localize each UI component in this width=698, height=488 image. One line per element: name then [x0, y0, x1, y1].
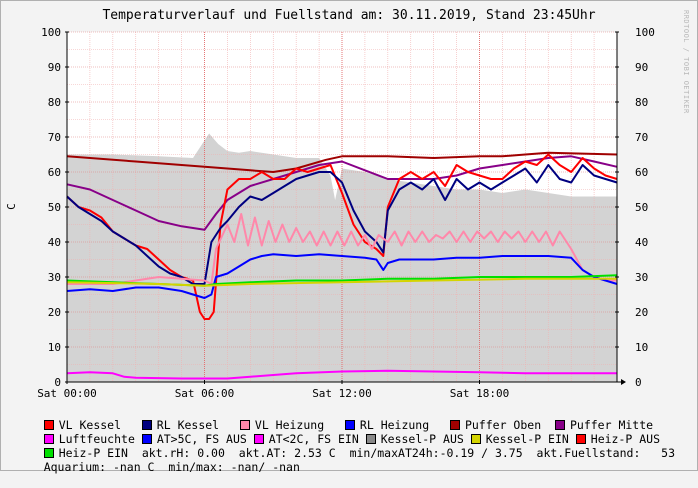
legend-item: Kessel-P AUS [365, 432, 464, 446]
legend-item: RL Heizung [344, 418, 429, 432]
stat-at: akt.AT: 2.53 C [238, 446, 336, 460]
stat-minmax: min/maxAT24h:-0.19 / 3.75 [349, 446, 523, 460]
legend-swatch [43, 420, 54, 430]
series-line-vl-heizung [67, 213, 617, 285]
y-tick-label-right: 90 [635, 61, 648, 74]
y-tick-label-right: 20 [635, 306, 648, 319]
legend-swatch [239, 420, 250, 430]
legend-swatch [470, 434, 481, 444]
y-tick-label-left: 80 [48, 96, 61, 109]
y-tick-label-left: 70 [48, 131, 61, 144]
y-tick-label-left: 40 [48, 236, 61, 249]
x-axis-arrow [621, 379, 626, 385]
legend-swatch [554, 420, 565, 430]
legend-item: VL Kessel [43, 418, 121, 432]
legend-swatch [449, 420, 460, 430]
legend-swatch [344, 420, 355, 430]
legend-row-2: Luftfeuchte AT>5C, FS AUS AT<2C, FS EIN … [16, 418, 696, 446]
series-line-puffer-oben [66, 151, 618, 173]
chart-title: Temperaturverlauf und Fuellstand am: 30.… [102, 8, 596, 23]
y-tick-label-right: 10 [635, 341, 648, 354]
series-line-rl-kessel [66, 164, 618, 285]
y-tick-label-left: 90 [48, 61, 61, 74]
y-tick-label-right: 70 [635, 131, 648, 144]
y-tick-label-left: 20 [48, 306, 61, 319]
y-tick-label-left: 100 [41, 26, 61, 39]
legend-swatch [141, 420, 152, 430]
legend-item: RL Kessel [141, 418, 219, 432]
y-tick-label-right: 30 [635, 271, 648, 284]
legend-item: AT<2C, FS EIN [253, 432, 359, 446]
legend-swatch [43, 434, 54, 444]
y-tick-label-left: 10 [48, 341, 61, 354]
y-tick-label-left: 0 [54, 376, 61, 389]
legend-item: VL Heizung [239, 418, 324, 432]
legend-item: Puffer Oben [449, 418, 541, 432]
y-tick-label-left: 50 [48, 201, 61, 214]
legend-swatch [43, 448, 54, 458]
axis-layer: 0 0 10 10 20 20 30 30 40 40 50 50 60 60 70 70 80 80 90 90 10… [37, 26, 655, 400]
y-tick-label-right: 60 [635, 166, 648, 179]
y-tick-label-left: 60 [48, 166, 61, 179]
legend-item: AT>5C, FS AUS [141, 432, 247, 446]
legend-swatch [141, 434, 152, 444]
series-line-puffer-mitte [66, 155, 618, 231]
legend-item: Heiz-P AUS [575, 432, 660, 446]
stat-aquarium-minmax: min/max: -nan/ -nan [168, 460, 300, 474]
y-tick-label-right: 50 [635, 201, 648, 214]
legend-item: Heiz-P EIN [43, 446, 128, 460]
series-line-luftfeuchte [66, 369, 617, 380]
x-tick-label: Sat 12:00 [312, 387, 372, 400]
series-line-kessel-p-ein [66, 277, 617, 287]
stat-aquarium: Aquarium: -nan C [43, 460, 155, 474]
series-line-rl-heizung [66, 253, 618, 299]
legend-row-1: VL Kessel RL Kessel VL Heizung RL Heizun… [16, 404, 696, 432]
x-tick-label: Sat 00:00 [37, 387, 97, 400]
y-tick-label-right: 100 [635, 26, 655, 39]
legend-item: Luftfeuchte [43, 432, 135, 446]
series-line-vl-kessel [66, 153, 618, 320]
x-tick-label: Sat 06:00 [175, 387, 235, 400]
legend-row-3: Heiz-P EIN akt.rH: 0.00 akt.AT: 2.53 C m… [16, 432, 696, 460]
legend-swatch [575, 434, 586, 444]
plot-svg: 0 0 10 10 20 20 30 30 40 40 50 50 60 60 70 70 80 80 90 90 10… [37, 26, 655, 400]
stat-fuellstand: akt.Fuellstand: 53 [536, 446, 675, 460]
legend-item: Puffer Mitte [554, 418, 653, 432]
legend: VL Kessel RL Kessel VL Heizung RL Heizun… [16, 404, 696, 474]
legend-item: Kessel-P EIN [470, 432, 569, 446]
legend-swatch [253, 434, 264, 444]
y-tick-label-right: 0 [635, 376, 642, 389]
legend-swatch [365, 434, 376, 444]
y-tick-label-left: 30 [48, 271, 61, 284]
series-layer [66, 151, 618, 380]
watermark: RRDTOOL / TOBI OETIKER [682, 10, 690, 114]
y-tick-label-right: 40 [635, 236, 648, 249]
y-tick-label-right: 80 [635, 96, 648, 109]
x-tick-label: Sat 18:00 [450, 387, 510, 400]
stat-rh: akt.rH: 0.00 [141, 446, 225, 460]
